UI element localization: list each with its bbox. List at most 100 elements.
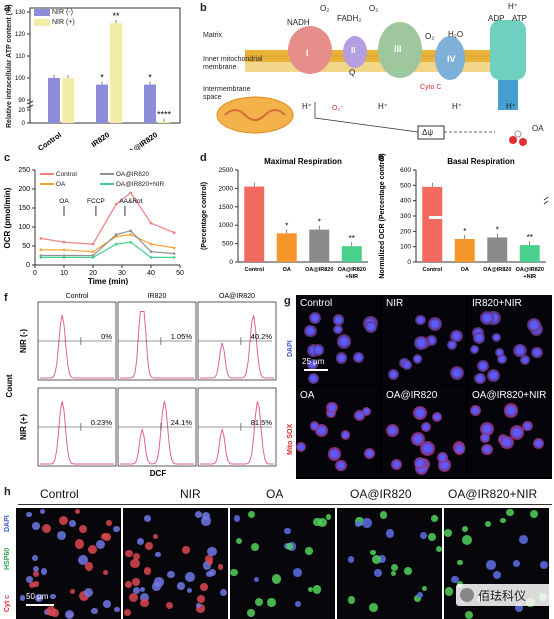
f-xlabel: DCF — [150, 469, 167, 478]
c-point — [129, 240, 132, 244]
e-bar — [454, 239, 475, 262]
a-bar — [158, 121, 170, 123]
c-ytick-label: 0 — [26, 262, 30, 269]
f-row-label: NIR (+) — [19, 414, 28, 440]
f-gate-percent: 81.5% — [251, 418, 273, 427]
panel-label-a: a — [4, 2, 11, 14]
d-sig: * — [318, 218, 321, 227]
e-category-label: +NIR — [523, 274, 536, 280]
c-point — [149, 250, 153, 253]
legend-oa-ir820: OA@IR820 — [100, 170, 149, 179]
f-histogram-line — [200, 401, 275, 465]
panel-label-g: g — [284, 295, 291, 307]
g-micrograph: OA — [296, 387, 380, 477]
h-micrograph: 50 μm — [16, 508, 121, 619]
g-panel-label: IR820+NIR — [472, 298, 522, 309]
e-axis-break — [429, 216, 453, 219]
f-gate-percent: 1.05% — [171, 332, 193, 341]
d-ytick-label: 500 — [222, 241, 233, 248]
c-point — [62, 240, 66, 244]
c-point — [39, 254, 43, 257]
h-hsp60-label: HSP60 — [4, 547, 11, 570]
c-xtick-label: 0 — [33, 270, 37, 277]
label-inner-membrane: Inner mitochondrial membrane — [203, 56, 263, 71]
c-point — [149, 242, 153, 246]
c-ylabel: OCR (pmol/min) — [3, 187, 12, 248]
a-bar — [96, 84, 108, 123]
h-col-oa-ir820-nir: OA@IR820+NIR — [448, 487, 538, 501]
label-complex-iv: IV — [447, 54, 456, 64]
a-bar — [62, 78, 74, 123]
e-ytick-label: 100 — [400, 244, 411, 251]
a-ytick-label: 20 — [18, 108, 25, 114]
d-sig: * — [285, 221, 288, 230]
f-gate-percent: 0.23% — [91, 418, 113, 427]
c-point — [172, 256, 176, 259]
label-fadh2: FADH₂ — [337, 14, 362, 23]
c-xtick-label: 50 — [176, 270, 184, 277]
c-point — [129, 229, 132, 233]
label-complex-i: I — [306, 48, 309, 58]
d-bar — [244, 186, 265, 262]
d-category-label: OA@IR820 — [338, 267, 366, 273]
c-xlabel: Time (min) — [88, 277, 129, 285]
c-point — [91, 242, 95, 246]
g-scale-bar — [304, 369, 328, 371]
e-category-label: OA@IR820 — [483, 267, 511, 273]
chart-e: Basal Respiration Normalized OCR (Percent… — [379, 153, 549, 280]
label-hplus-2: H⁺ — [378, 102, 388, 111]
a-category-label: IR820 — [90, 130, 112, 149]
a-sig-neg: * — [148, 73, 152, 83]
f-row-label: NIR (-) — [19, 329, 28, 353]
h-dapi-label: DAPI — [4, 515, 11, 532]
c-point — [149, 221, 153, 225]
label-hplus-top: H⁺ — [508, 2, 518, 11]
complex-iii — [378, 22, 422, 78]
e-bar — [487, 237, 508, 262]
panel-label-h: h — [4, 486, 11, 498]
label-complex-iii: III — [394, 44, 402, 54]
h-col-oa: OA — [266, 487, 284, 501]
h-col-oa-ir820: OA@IR820 — [350, 487, 412, 501]
f-histogram-line — [40, 400, 114, 465]
label-complex-ii: II — [351, 46, 356, 55]
label-o2-1: O₂ — [320, 4, 330, 13]
g-dapi-label: DAPI — [287, 340, 294, 357]
e-axis-break-mark — [543, 196, 549, 205]
e-category-label: Control — [422, 267, 442, 273]
e-sig: * — [463, 227, 466, 236]
d-ytick-label: 1500 — [219, 204, 234, 211]
d-bar — [276, 233, 297, 262]
d-category-label: OA — [283, 267, 291, 273]
label-hplus-3: H⁺ — [452, 102, 462, 111]
e-ytick-label: 200 — [400, 228, 411, 235]
c-xtick-label: 30 — [118, 270, 126, 277]
e-sig: * — [496, 225, 499, 234]
e-sig: ** — [527, 233, 533, 242]
d-category-label: Control — [244, 267, 264, 273]
legend-oa: OA — [40, 180, 65, 189]
c-point — [114, 202, 118, 206]
watermark: 佰珐科仪 — [456, 584, 552, 606]
a-ytick-label: 100 — [15, 76, 26, 82]
d-bar — [341, 246, 362, 262]
c-ytick-label: 50 — [22, 243, 30, 250]
e-category-label: OA — [461, 267, 469, 273]
g-micrograph: OA@IR820 — [382, 387, 466, 477]
c-ytick-label: 250 — [18, 167, 30, 174]
diagram-b — [216, 20, 527, 146]
c-point — [39, 256, 43, 259]
h-cytc-label: Cyt c — [4, 594, 11, 612]
d-category-label: OA@IR820 — [305, 267, 333, 273]
h-col-control: Control — [40, 487, 79, 501]
a-axis-break — [26, 100, 34, 109]
e-ytick-label: 500 — [400, 182, 411, 189]
a-ytick-label: 130 — [15, 10, 26, 16]
legend-oa-ir820-nir: OA@IR820+NIR — [100, 180, 164, 189]
c-point — [129, 233, 132, 236]
label-o2-2: O₂ — [369, 4, 379, 13]
c-point — [91, 256, 95, 259]
h-micrograph — [230, 508, 335, 619]
a-bar — [144, 84, 156, 123]
f-col-title: IR820 — [148, 293, 167, 300]
